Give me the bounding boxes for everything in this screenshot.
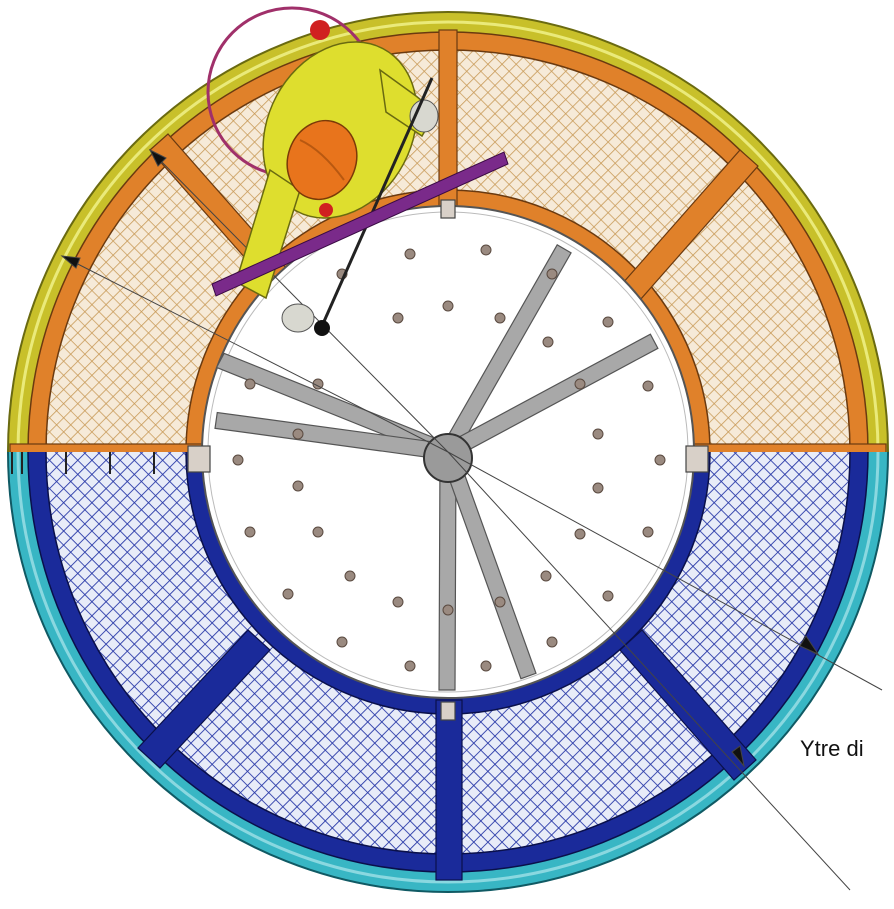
lower-radial-bars bbox=[137, 629, 757, 881]
helmet-icon bbox=[286, 119, 358, 201]
glove-right bbox=[409, 99, 439, 133]
support-spokes bbox=[214, 244, 659, 691]
tool-pole bbox=[320, 77, 434, 327]
bolt-holes bbox=[232, 244, 666, 672]
center-hub bbox=[423, 433, 473, 483]
dimension-lines bbox=[60, 148, 883, 891]
hinge-brackets bbox=[187, 199, 709, 721]
glove-left bbox=[281, 303, 315, 333]
seam-ticks bbox=[11, 452, 155, 474]
dimension-label: Ytre di bbox=[800, 736, 864, 761]
purple-bar bbox=[211, 151, 509, 297]
worker-figure bbox=[206, 6, 509, 336]
